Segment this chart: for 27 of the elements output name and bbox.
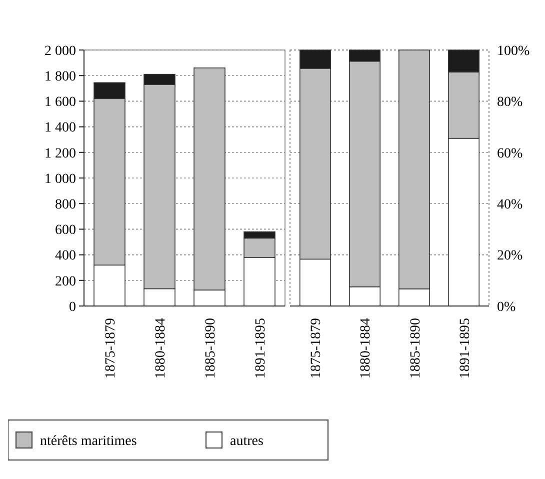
x-tick-label: 1880-1884 [358, 318, 374, 379]
legend-label: autres [230, 434, 264, 449]
x-tick-label: 1885-1890 [408, 318, 424, 379]
y-tick-label: 0 [69, 300, 76, 315]
x-tick-label: 1885-1890 [204, 318, 218, 379]
x-tick-label: 1891-1895 [254, 318, 268, 379]
y-tick-label: 1 000 [44, 172, 76, 187]
y-tick-label: 80% [497, 95, 523, 110]
y-tick-label: 200 [55, 274, 76, 290]
y-tick-label: 1 200 [44, 146, 76, 162]
y-tick-label: 800 [55, 198, 76, 212]
y-tick-label: 60% [497, 146, 523, 162]
x-tick-label: 1891-1895 [458, 318, 473, 379]
x-tick-label: 1875-1879 [104, 318, 118, 379]
y-tick-label: 1 600 [44, 95, 76, 110]
y-tick-label: 1 400 [44, 120, 76, 136]
y-tick-label: 0% [497, 300, 516, 315]
y-tick-label: 2 000 [44, 44, 76, 59]
y-tick-label: 600 [55, 223, 76, 238]
y-tick-label: 100% [497, 44, 530, 59]
x-tick-label: 1880-1884 [154, 318, 168, 379]
y-tick-label: 20% [497, 248, 523, 264]
legend-label: ntérêts maritimes [40, 434, 137, 449]
y-tick-label: 400 [55, 248, 76, 264]
y-tick-label: 40% [497, 198, 523, 212]
x-tick-label: 1875-1879 [309, 318, 324, 379]
y-tick-label: 1 800 [44, 70, 76, 84]
